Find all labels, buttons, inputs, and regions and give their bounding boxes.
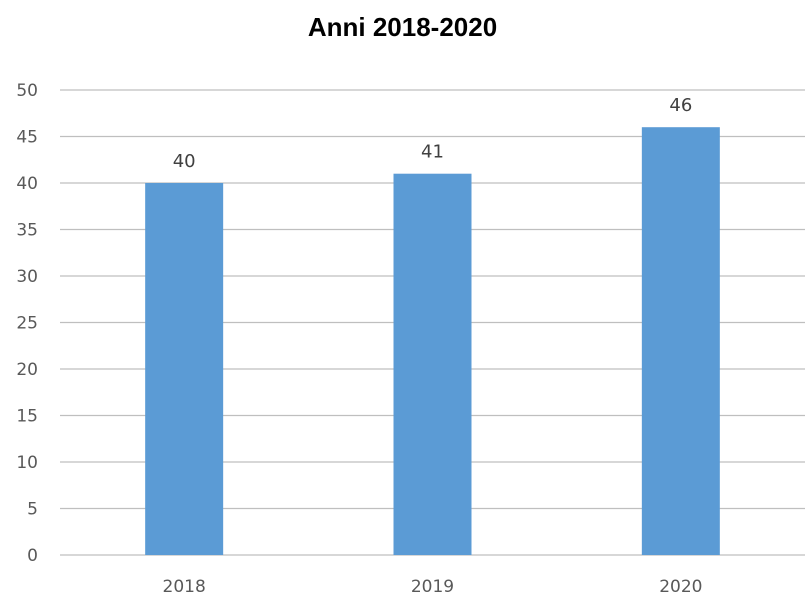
y-tick-label: 20: [16, 360, 38, 380]
y-axis-ticks: 0 5 10 15 20 25 30 35 40 45 50: [16, 81, 38, 566]
data-label-2020: 46: [669, 95, 692, 116]
data-label-2018: 40: [173, 151, 196, 172]
y-tick-label: 25: [16, 314, 38, 334]
y-tick-label: 10: [16, 453, 38, 473]
x-tick-label: 2020: [659, 577, 702, 594]
y-tick-label: 5: [27, 500, 38, 520]
x-tick-label: 2018: [163, 577, 206, 594]
bar-2020: [641, 127, 720, 555]
y-tick-label: 40: [16, 174, 38, 194]
y-tick-label: 15: [16, 407, 38, 427]
y-tick-label: 35: [16, 221, 38, 241]
bars: [145, 127, 720, 555]
x-tick-label: 2019: [411, 577, 454, 594]
bar-2019: [393, 173, 472, 555]
x-axis-ticks: 2018 2019 2020: [163, 577, 703, 594]
y-tick-label: 50: [16, 81, 38, 101]
data-labels: 40 41 46: [173, 95, 693, 172]
bar-2018: [145, 183, 224, 555]
chart-title: Anni 2018-2020: [307, 12, 498, 42]
y-tick-label: 45: [16, 128, 38, 148]
y-tick-label: 30: [16, 267, 38, 287]
y-tick-label: 0: [27, 546, 38, 566]
data-label-2019: 41: [421, 142, 444, 163]
